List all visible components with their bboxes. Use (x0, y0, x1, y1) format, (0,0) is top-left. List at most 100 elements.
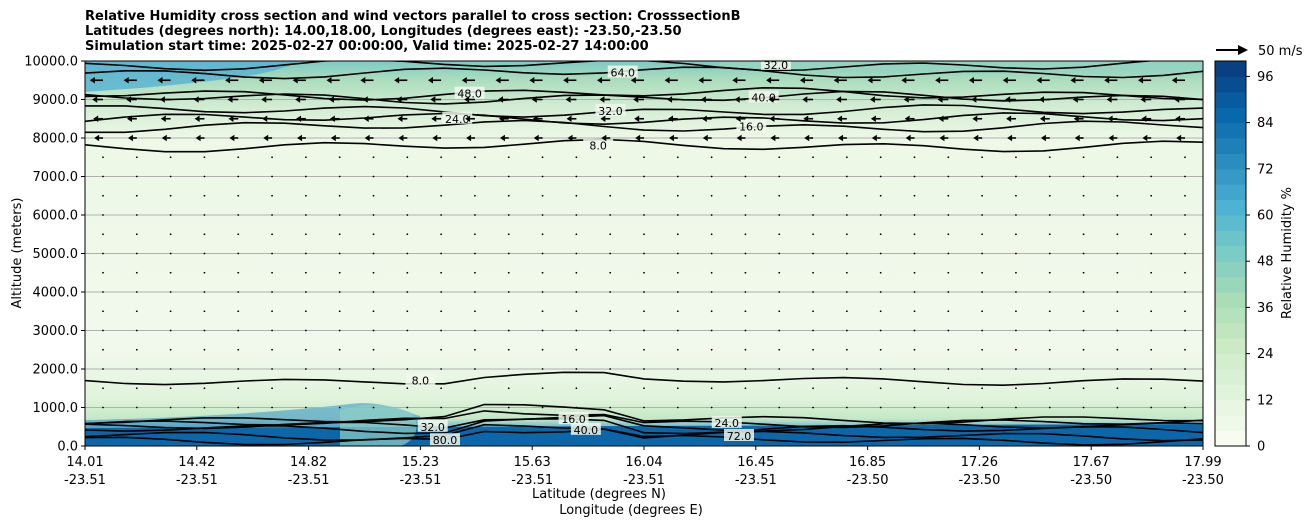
wind-vector-head (396, 96, 402, 103)
wind-vector-dot (406, 387, 409, 390)
colorbar-band (1215, 338, 1246, 355)
wind-vector-dot (237, 175, 240, 178)
wind-vector-head (531, 96, 537, 103)
wind-vector-dot (879, 156, 882, 159)
wind-vector-head (157, 77, 163, 84)
wind-vector-dot (1048, 156, 1051, 159)
wind-vector-dot (947, 156, 950, 159)
wind-vector-dot (1150, 271, 1153, 274)
wind-vector-dot (237, 406, 240, 409)
wind-vector-dot (169, 271, 172, 274)
wind-vector-dot (338, 233, 341, 236)
wind-vector-dot (372, 271, 375, 274)
wind-vector-dot (1082, 252, 1085, 255)
wind-vector-head (630, 77, 636, 84)
wind-vector-head (89, 77, 95, 84)
wind-vector-dot (406, 329, 409, 332)
wind-vector-head (360, 77, 366, 84)
wind-vector-dot (575, 156, 578, 159)
wind-vector-dot (1116, 368, 1119, 370)
y-tick-label: 9000.0 (33, 93, 79, 108)
x-tick-label-latitude: 15.23 (402, 455, 439, 470)
wind-vector-dot (575, 252, 578, 255)
x-tick-label-longitude: -23.51 (735, 473, 777, 488)
wind-vector-head (1072, 96, 1078, 103)
colorbar-band (1215, 76, 1246, 93)
colorbar-tick-label: 72 (1257, 162, 1274, 177)
wind-vector-dot (541, 252, 544, 255)
wind-vector-dot (237, 252, 240, 255)
wind-vector-dot (474, 406, 476, 409)
wind-vector-dot (372, 310, 375, 313)
wind-vector-dot (744, 387, 747, 390)
wind-vector-dot (643, 291, 645, 293)
wind-vector-dot (338, 252, 341, 255)
wind-vector-dot (913, 156, 916, 159)
wind-vector-dot (1082, 291, 1085, 293)
wind-vector-dot (981, 291, 984, 293)
wind-vector-dot (135, 194, 138, 197)
wind-vector-dot (812, 194, 814, 197)
wind-vector-dot (1015, 348, 1017, 351)
wind-vector-dot (710, 175, 713, 178)
wind-vector-dot (947, 348, 950, 351)
wind-vector-dot (845, 194, 848, 197)
wind-vector-dot (474, 368, 476, 370)
chart-title-line-1: Relative Humidity cross section and wind… (85, 9, 741, 24)
wind-vector-dot (507, 194, 510, 197)
wind-vector-dot (710, 271, 713, 274)
wind-vector-dot (778, 175, 781, 178)
wind-vector-dot (440, 194, 443, 197)
wind-vector-dot (812, 175, 814, 178)
wind-vector-head (735, 115, 741, 122)
wind-vector-dot (1184, 348, 1186, 351)
contour-label-background (405, 373, 436, 386)
wind-vector-dot (1150, 310, 1153, 313)
wind-vector-dot (237, 291, 240, 293)
wind-vector-dot (135, 348, 138, 351)
wind-vector-dot (474, 214, 476, 216)
wind-vector-head (1036, 77, 1042, 84)
wind-vector-head (161, 134, 167, 142)
colorbar-tick-label: 24 (1257, 347, 1274, 362)
wind-vector-dot (1015, 175, 1017, 178)
colorbar-band (1215, 122, 1246, 139)
wind-vector-dot (1184, 233, 1186, 236)
wind-vector-dot (981, 406, 984, 409)
wind-vector-dot (710, 329, 713, 332)
wind-vector-dot (135, 368, 138, 370)
wind-vector-head (195, 134, 201, 142)
wind-vector-head (904, 115, 910, 122)
wind-vector-head (869, 96, 875, 103)
wind-vector-head (701, 115, 707, 122)
wind-vector-dot (440, 291, 443, 293)
contour-line (85, 61, 1157, 72)
colorbar-band (1215, 168, 1246, 185)
contour-label: 8.0 (412, 375, 430, 388)
wind-vector-head (804, 134, 810, 142)
wind-vector-dot (879, 348, 882, 351)
chart-title: Relative Humidity cross section and wind… (85, 9, 741, 54)
wind-vector-dot (541, 156, 544, 159)
wind-vector-head (228, 115, 234, 122)
wind-vector-dot (1015, 387, 1017, 390)
wind-vector-dot (812, 348, 814, 351)
wind-vector-dot (102, 214, 104, 216)
wind-vector-dot (102, 194, 104, 197)
contour-line (85, 119, 1203, 134)
wind-vector-dot (643, 156, 645, 159)
wind-vector-dot (1116, 252, 1119, 255)
wind-vector-dot (1015, 368, 1017, 370)
wind-vector-head (1006, 115, 1012, 122)
wind-vector-dot (609, 291, 612, 293)
wind-vector-dot (643, 271, 645, 274)
contour-line (85, 403, 1203, 425)
wind-vector-dot (507, 387, 510, 390)
wind-vector-dot (879, 406, 882, 409)
wind-vector-dot (676, 271, 679, 274)
y-tick-label: 5000.0 (33, 247, 79, 262)
contour-line (85, 86, 1203, 101)
wind-vector-dot (507, 310, 510, 313)
wind-vector-dot (507, 291, 510, 293)
wind-vector-dot (541, 175, 544, 178)
